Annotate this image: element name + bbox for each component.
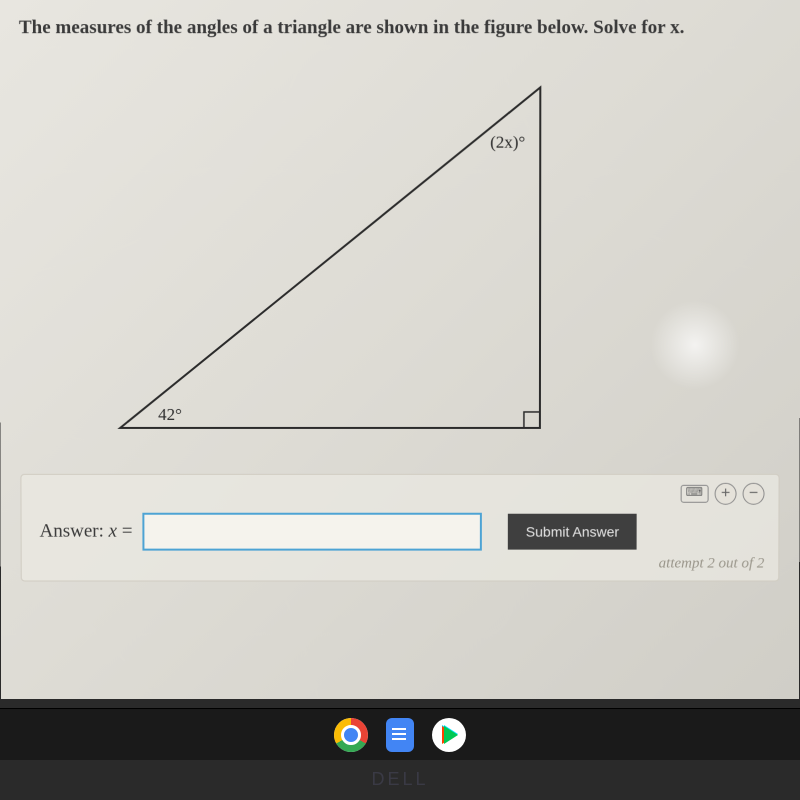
attempt-counter: attempt 2 out of 2 <box>659 556 765 573</box>
svg-text:42°: 42° <box>158 405 182 424</box>
answer-input[interactable] <box>142 513 482 551</box>
svg-text:(2x)°: (2x)° <box>490 133 525 152</box>
screen-area: The measures of the angles of a triangle… <box>0 0 800 699</box>
answer-panel: + − Answer: x = Submit Answer attempt 2 … <box>20 474 779 582</box>
chrome-icon[interactable] <box>334 718 368 752</box>
answer-toolbar: + − <box>681 483 765 505</box>
answer-row: Answer: x = Submit Answer <box>40 513 761 551</box>
answer-equals: = <box>122 521 133 542</box>
question-text: The measures of the angles of a triangle… <box>19 17 781 39</box>
answer-prefix: Answer: <box>40 521 104 542</box>
plus-button[interactable]: + <box>715 483 737 505</box>
docs-icon[interactable] <box>386 718 414 752</box>
taskbar <box>0 708 800 760</box>
triangle-svg: 42° (2x)° <box>19 47 781 468</box>
minus-button[interactable]: − <box>743 483 765 505</box>
triangle-figure: 42° (2x)° <box>19 47 781 468</box>
play-store-icon[interactable] <box>432 718 466 752</box>
answer-label: Answer: x = <box>40 521 133 543</box>
keyboard-icon[interactable] <box>681 485 709 503</box>
submit-answer-button[interactable]: Submit Answer <box>508 514 637 550</box>
laptop-brand: DELL <box>0 769 800 790</box>
answer-variable: x <box>109 521 117 542</box>
